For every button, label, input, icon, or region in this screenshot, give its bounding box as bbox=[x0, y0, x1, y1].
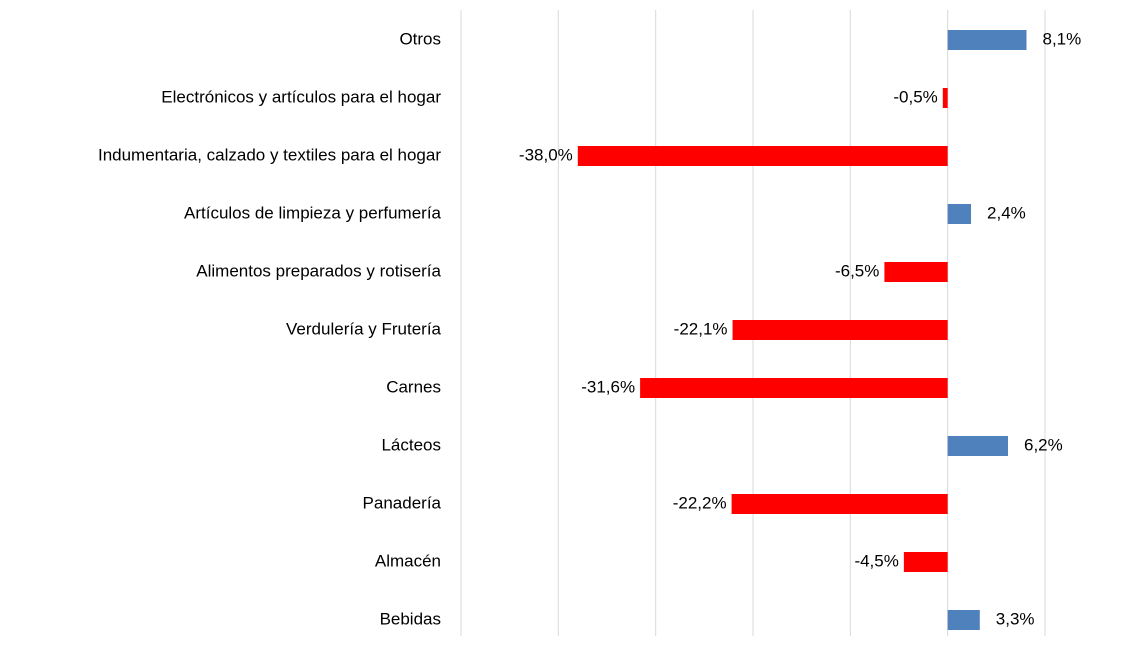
category-label: Alimentos preparados y rotisería bbox=[196, 261, 441, 280]
bar bbox=[942, 88, 948, 108]
category-label: Carnes bbox=[386, 377, 441, 396]
bar bbox=[884, 262, 948, 282]
bar bbox=[732, 320, 948, 340]
value-label: -6,5% bbox=[835, 261, 879, 280]
bar bbox=[731, 494, 948, 514]
category-label: Almacén bbox=[375, 551, 441, 570]
bar bbox=[947, 610, 980, 630]
value-label: -22,1% bbox=[674, 319, 728, 338]
category-label: Electrónicos y artículos para el hogar bbox=[161, 87, 441, 106]
bar bbox=[947, 204, 972, 224]
category-label: Indumentaria, calzado y textiles para el… bbox=[98, 145, 441, 164]
value-label: -31,6% bbox=[581, 377, 635, 396]
bar bbox=[903, 552, 948, 572]
category-label: Artículos de limpieza y perfumería bbox=[184, 203, 442, 222]
bar bbox=[640, 378, 948, 398]
value-label: 8,1% bbox=[1043, 29, 1082, 48]
value-label: -38,0% bbox=[519, 145, 573, 164]
bar bbox=[577, 146, 948, 166]
category-label: Lácteos bbox=[381, 435, 441, 454]
value-label: -0,5% bbox=[893, 87, 937, 106]
category-label: Otros bbox=[399, 29, 441, 48]
category-label: Panadería bbox=[363, 493, 442, 512]
value-label: -22,2% bbox=[673, 493, 727, 512]
bar bbox=[947, 30, 1027, 50]
category-label: Bebidas bbox=[380, 609, 441, 628]
value-label: 2,4% bbox=[987, 203, 1026, 222]
value-label: 3,3% bbox=[996, 609, 1035, 628]
value-label: 6,2% bbox=[1024, 435, 1063, 454]
value-label: -4,5% bbox=[854, 551, 898, 570]
bar bbox=[947, 436, 1009, 456]
category-label: Verdulería y Frutería bbox=[286, 319, 442, 338]
